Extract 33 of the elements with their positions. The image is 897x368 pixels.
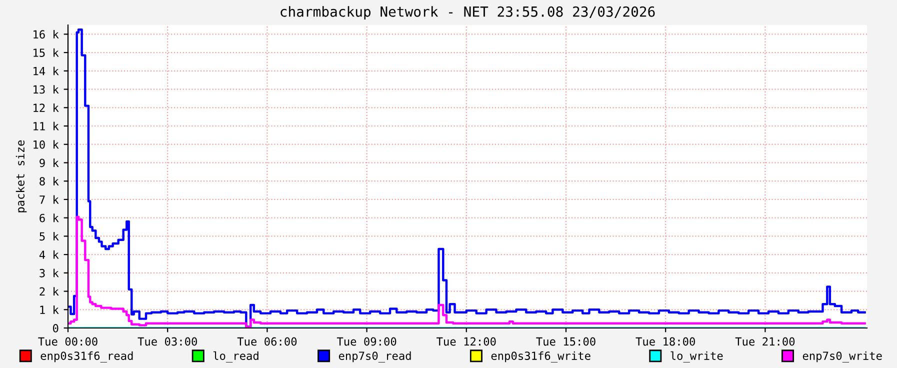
y-tick-label: 10 k	[34, 140, 59, 149]
x-tick-label: Tue 12:00	[436, 337, 496, 346]
chart-title: charmbackup Network - NET 23:55.08 23/03/2026	[280, 6, 655, 20]
x-tick-label: Tue 18:00	[636, 337, 695, 346]
x-tick-label: Tue 00:00	[38, 337, 98, 346]
y-tick-label: 6 k	[40, 214, 59, 222]
y-tick-label: 7 k	[40, 195, 59, 204]
y-tick-label: 0	[53, 324, 58, 332]
y-tick-label: 11 k	[34, 122, 59, 130]
y-tick-label: 2 k	[40, 287, 59, 296]
legend-label: lo_write	[670, 351, 723, 362]
x-tick-label: Tue 15:00	[536, 337, 596, 346]
x-tick-label: Tue 09:00	[336, 337, 396, 346]
legend-label: enp7s0_write	[802, 351, 882, 362]
x-tick-label: Tue 03:00	[138, 337, 197, 346]
y-tick-label: 13 k	[34, 85, 59, 94]
y-tick-label: 3 k	[40, 268, 59, 278]
y-tick-label: 8 k	[40, 176, 59, 186]
x-tick-label: Tue 21:00	[735, 337, 795, 346]
y-axis-title: packet size	[16, 140, 27, 212]
y-tick-label: 9 k	[40, 158, 59, 168]
y-tick-label: 16 k	[34, 30, 59, 39]
x-tick-label: Tue 06:00	[237, 337, 297, 346]
legend-label: lo_read	[213, 351, 258, 362]
y-tick-label: 12 k	[34, 103, 59, 112]
legend-label: enp0s31f6_read	[40, 351, 133, 362]
y-tick-label: 14 k	[34, 66, 59, 76]
y-tick-label: 15 k	[34, 48, 59, 57]
y-tick-label: 1 k	[40, 305, 59, 314]
legend-label: enp0s31f6_write	[491, 351, 590, 362]
y-tick-label: 4 k	[39, 250, 59, 259]
y-tick-label: 5 k	[40, 232, 59, 241]
legend-label: enp7s0_read	[338, 351, 411, 362]
